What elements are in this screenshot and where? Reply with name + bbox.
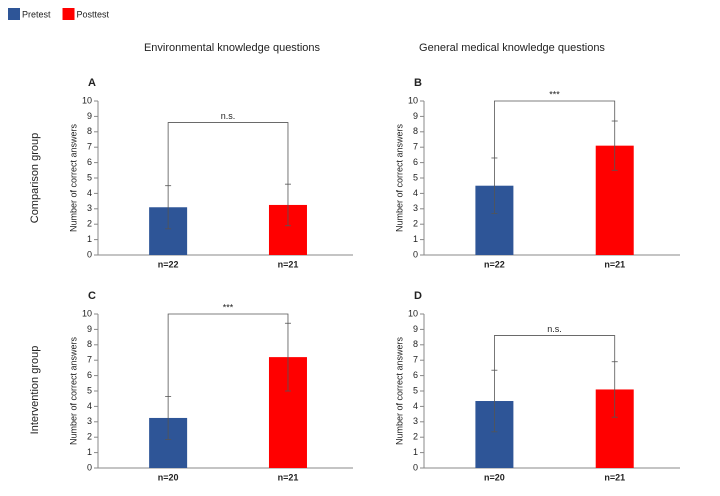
y-tick-label: 5 xyxy=(413,172,418,182)
x-tick-label: n=21 xyxy=(604,259,625,269)
panel-label: A xyxy=(88,77,96,89)
significance-label: *** xyxy=(223,302,234,312)
y-tick-label: 1 xyxy=(413,234,418,244)
x-tick-label: n=20 xyxy=(158,472,179,482)
y-tick-label: 9 xyxy=(87,111,92,121)
y-tick-label: 4 xyxy=(413,188,418,198)
y-tick-label: 4 xyxy=(87,188,92,198)
y-tick-label: 10 xyxy=(82,95,92,105)
x-tick-label: n=21 xyxy=(604,472,625,482)
column-title: General medical knowledge questions xyxy=(419,42,605,54)
y-tick-label: 3 xyxy=(413,203,418,213)
y-tick-label: 0 xyxy=(87,462,92,472)
y-tick-label: 2 xyxy=(87,432,92,442)
column-title: Environmental knowledge questions xyxy=(144,42,321,54)
y-tick-label: 0 xyxy=(413,462,418,472)
y-tick-label: 8 xyxy=(413,339,418,349)
panel-label: C xyxy=(88,290,96,302)
significance-label: n.s. xyxy=(221,111,236,121)
y-tick-label: 1 xyxy=(413,447,418,457)
y-tick-label: 6 xyxy=(87,157,92,167)
y-tick-label: 3 xyxy=(87,203,92,213)
y-tick-label: 2 xyxy=(413,219,418,229)
x-tick-label: n=20 xyxy=(484,472,505,482)
y-tick-label: 10 xyxy=(408,308,418,318)
y-tick-label: 9 xyxy=(413,324,418,334)
x-tick-label: n=22 xyxy=(484,259,505,269)
significance-bracket xyxy=(494,100,616,158)
y-tick-label: 7 xyxy=(87,142,92,152)
y-tick-label: 5 xyxy=(413,385,418,395)
panel-label: D xyxy=(414,290,422,302)
y-tick-label: 9 xyxy=(87,324,92,334)
significance-label: n.s. xyxy=(547,324,562,334)
row-title: Intervention group xyxy=(29,346,41,435)
y-tick-label: 0 xyxy=(87,249,92,259)
y-tick-label: 9 xyxy=(413,111,418,121)
y-tick-label: 7 xyxy=(413,142,418,152)
x-tick-label: n=21 xyxy=(278,259,299,269)
y-tick-label: 4 xyxy=(413,401,418,411)
legend-swatch xyxy=(62,8,75,20)
y-axis-label: Number of correct answers xyxy=(68,123,78,232)
y-tick-label: 7 xyxy=(413,355,418,365)
y-tick-label: 3 xyxy=(413,416,418,426)
y-axis-label: Number of correct answers xyxy=(394,123,404,232)
y-tick-label: 8 xyxy=(87,126,92,136)
y-tick-label: 10 xyxy=(408,95,418,105)
significance-bracket xyxy=(494,335,616,371)
x-tick-label: n=22 xyxy=(158,259,179,269)
y-tick-label: 6 xyxy=(413,370,418,380)
y-tick-label: 10 xyxy=(82,308,92,318)
y-tick-label: 6 xyxy=(413,157,418,167)
y-tick-label: 2 xyxy=(87,219,92,229)
significance-label: *** xyxy=(549,89,560,99)
y-tick-label: 4 xyxy=(87,401,92,411)
row-title: Comparison group xyxy=(29,133,41,224)
y-tick-label: 3 xyxy=(87,416,92,426)
y-tick-label: 0 xyxy=(413,249,418,259)
legend-swatch xyxy=(8,8,20,20)
significance-bracket xyxy=(167,313,289,397)
legend-label: Posttest xyxy=(77,9,110,19)
panel-label: B xyxy=(414,77,422,89)
significance-bracket xyxy=(167,122,289,186)
y-tick-label: 7 xyxy=(87,355,92,365)
y-tick-label: 8 xyxy=(87,339,92,349)
y-tick-label: 8 xyxy=(413,126,418,136)
y-axis-label: Number of correct answers xyxy=(68,336,78,445)
y-tick-label: 2 xyxy=(413,432,418,442)
y-tick-label: 1 xyxy=(87,447,92,457)
y-tick-label: 5 xyxy=(87,172,92,182)
y-tick-label: 6 xyxy=(87,370,92,380)
y-tick-label: 5 xyxy=(87,385,92,395)
y-axis-label: Number of correct answers xyxy=(394,336,404,445)
x-tick-label: n=21 xyxy=(278,472,299,482)
y-tick-label: 1 xyxy=(87,234,92,244)
legend-label: Pretest xyxy=(22,9,51,19)
